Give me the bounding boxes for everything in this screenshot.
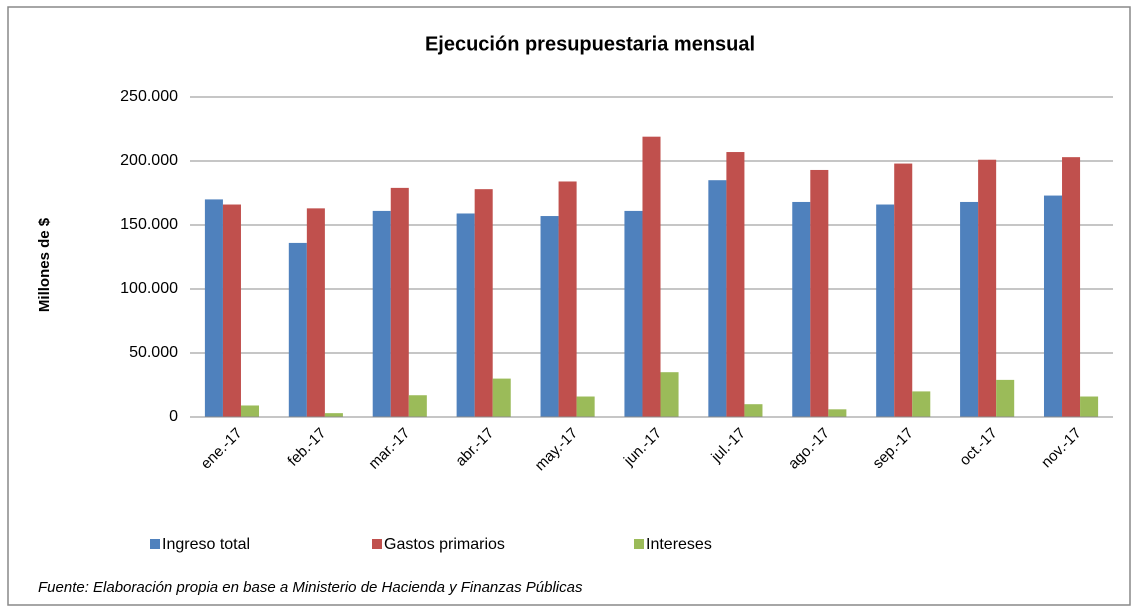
bar bbox=[204, 199, 223, 417]
bar bbox=[708, 180, 727, 417]
bar bbox=[792, 201, 811, 417]
bar bbox=[996, 379, 1015, 417]
bar bbox=[492, 378, 511, 417]
y-tick-label: 50.000 bbox=[129, 344, 178, 361]
y-tick-label: 150.000 bbox=[120, 216, 178, 233]
bar bbox=[744, 404, 763, 417]
chart-title: Ejecución presupuestaria mensual bbox=[425, 33, 755, 55]
bar bbox=[240, 405, 260, 417]
bar bbox=[408, 395, 427, 417]
y-tick-label: 250.000 bbox=[120, 88, 178, 105]
bar bbox=[576, 396, 595, 417]
bar bbox=[624, 210, 643, 417]
y-tick-label: 0 bbox=[169, 408, 178, 425]
bar bbox=[810, 169, 829, 417]
bar bbox=[306, 208, 325, 417]
bar bbox=[222, 204, 241, 417]
bar bbox=[876, 204, 895, 417]
legend-swatch bbox=[150, 539, 160, 549]
bar bbox=[456, 213, 475, 417]
bar bbox=[1080, 396, 1099, 417]
source-note: Fuente: Elaboración propia en base a Min… bbox=[38, 579, 583, 596]
bar bbox=[372, 210, 391, 417]
y-tick-label: 200.000 bbox=[120, 152, 178, 169]
bar bbox=[960, 201, 979, 417]
bar bbox=[642, 136, 661, 417]
bar bbox=[540, 216, 559, 417]
y-tick-label: 100.000 bbox=[120, 280, 178, 297]
bar bbox=[978, 159, 997, 417]
legend-label: Gastos primarios bbox=[384, 536, 505, 553]
bar bbox=[894, 163, 913, 417]
y-axis-label: Millones de $ bbox=[36, 217, 53, 312]
bar bbox=[1043, 195, 1063, 417]
bar bbox=[474, 189, 493, 417]
bar bbox=[912, 391, 931, 417]
legend-swatch bbox=[372, 539, 382, 549]
bar bbox=[726, 152, 745, 418]
bar bbox=[558, 181, 577, 417]
legend-label: Ingreso total bbox=[162, 536, 250, 553]
bar bbox=[390, 187, 409, 417]
legend-swatch bbox=[634, 539, 644, 549]
bar bbox=[660, 372, 679, 417]
bar bbox=[324, 413, 343, 417]
legend-label: Intereses bbox=[646, 536, 712, 553]
bar bbox=[288, 242, 307, 417]
bar bbox=[1062, 157, 1081, 417]
bar bbox=[828, 409, 847, 417]
